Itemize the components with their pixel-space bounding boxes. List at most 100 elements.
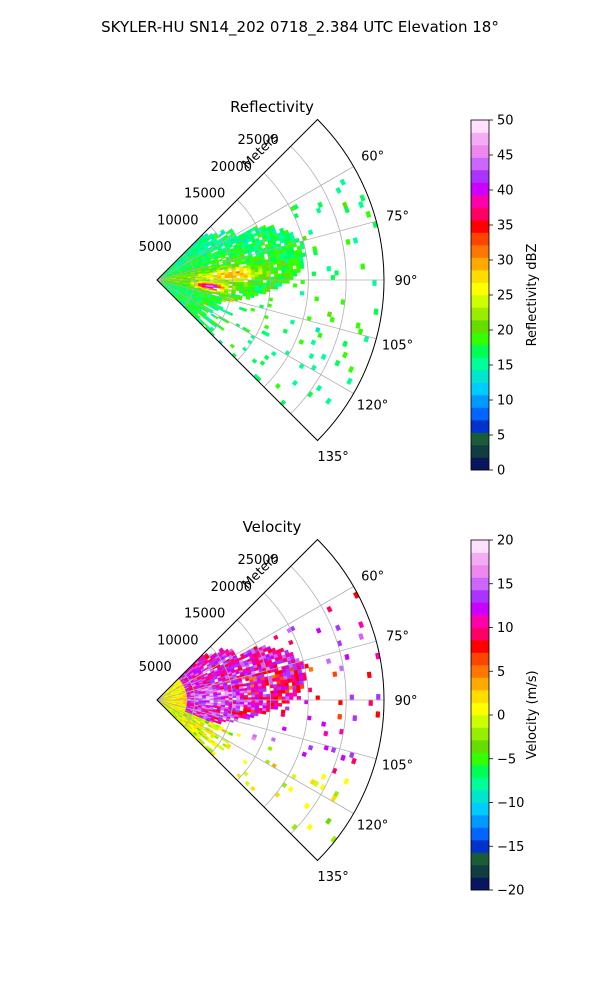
colorbar-swatch — [471, 320, 489, 333]
radar-cell — [273, 687, 278, 692]
range-tick-label: 5000 — [139, 660, 172, 675]
radar-cell — [227, 267, 233, 271]
radar-cell — [262, 696, 267, 701]
radar-cell — [281, 273, 286, 277]
radar-cell — [292, 692, 298, 697]
reflectivity-grid — [156, 118, 385, 442]
radar-cell — [311, 271, 317, 277]
colorbar-swatch — [471, 615, 489, 628]
radar-cell — [262, 268, 267, 272]
radar-cell — [299, 264, 305, 269]
colorbar-swatch — [471, 565, 489, 578]
radar-cell — [258, 271, 264, 275]
radar-cell — [255, 277, 260, 281]
radar-cell — [243, 690, 248, 694]
radar-cell — [273, 276, 279, 281]
colorbar-swatch — [471, 865, 489, 878]
radar-cell — [216, 286, 222, 289]
radar-cell — [310, 364, 317, 372]
radar-cell — [280, 712, 286, 718]
radar-cell — [320, 353, 327, 361]
radar-cell — [339, 178, 347, 186]
radar-cell — [261, 710, 267, 715]
radar-cell — [243, 274, 249, 278]
radar-cell — [277, 266, 282, 271]
radar-cell — [334, 270, 339, 276]
radar-cell — [274, 382, 281, 390]
radar-cell — [330, 275, 335, 281]
radar-cell — [220, 708, 225, 711]
radar-cell — [281, 276, 286, 281]
radar-cell — [213, 735, 219, 740]
radar-cell — [243, 771, 249, 777]
radar-cell — [295, 264, 301, 270]
radar-cell — [213, 705, 218, 709]
radar-cell — [284, 265, 290, 271]
radar-cell — [253, 712, 259, 717]
radar-cell — [209, 276, 214, 279]
radar-cell — [228, 275, 233, 279]
radar-cell — [269, 285, 275, 290]
colorbar-swatch — [471, 145, 489, 158]
radar-cell — [253, 292, 259, 297]
radar-cell — [242, 307, 248, 312]
radar-cell — [299, 260, 304, 266]
colorbar-tick-label: −5 — [497, 752, 516, 767]
radar-cell — [347, 365, 355, 374]
radar-cell — [216, 693, 222, 696]
figure-title: SKYLER-HU SN14_202 0718_2.384 UTC Elevat… — [101, 18, 499, 37]
radar-cell — [266, 705, 271, 710]
radar-cell — [251, 736, 257, 741]
radar-cell — [214, 727, 219, 732]
radar-cell — [358, 201, 365, 209]
colorbar-swatch — [471, 877, 489, 891]
colorbar-swatch — [471, 295, 489, 308]
radar-cell — [220, 696, 226, 699]
colorbar-swatch — [471, 132, 489, 146]
radar-cell — [270, 699, 275, 704]
radar-cell — [213, 285, 218, 289]
radar-cell — [273, 699, 279, 704]
radar-cell — [338, 699, 343, 706]
radar-cell — [277, 686, 282, 691]
radar-cell — [280, 686, 286, 691]
radar-cell — [261, 290, 267, 295]
radar-cell — [308, 666, 314, 672]
radar-cell — [344, 653, 350, 661]
azimuth-tick-label: 105° — [382, 758, 413, 773]
radar-cell — [298, 256, 304, 262]
radar-cell — [229, 343, 235, 349]
radar-cell — [285, 276, 290, 281]
radar-cell — [375, 711, 381, 718]
colorbar-tick-label: −20 — [497, 884, 524, 899]
radar-cell — [340, 754, 346, 762]
colorbar-tick-label: 30 — [497, 254, 514, 269]
radar-cell — [291, 773, 297, 780]
radar-cell — [266, 279, 271, 284]
radar-cell — [266, 282, 271, 287]
colorbar-swatch — [471, 170, 489, 183]
radar-cell — [276, 683, 282, 688]
radar-cell — [287, 786, 294, 793]
radar-cell — [267, 746, 273, 752]
azimuth-spoke — [156, 699, 354, 814]
radar-cell — [280, 262, 286, 268]
radar-cell — [303, 802, 311, 810]
radar-cell — [263, 324, 270, 330]
radar-cell — [270, 350, 277, 357]
colorbar-label: Reflectivity dBZ — [525, 244, 540, 347]
radar-cell — [221, 719, 227, 723]
radar-cell — [295, 257, 300, 262]
colorbar-swatch — [471, 332, 489, 346]
radar-cell — [325, 817, 332, 825]
colorbar-swatch — [471, 715, 489, 728]
colorbar-tick-label: 15 — [497, 577, 514, 592]
colorbar-swatch — [471, 395, 489, 408]
radar-cell — [214, 307, 219, 312]
colorbar-swatch — [471, 357, 489, 371]
range-tick-label: 20000 — [211, 580, 252, 595]
radar-cell — [255, 699, 260, 703]
radar-cell — [276, 263, 282, 268]
azimuth-spoke — [156, 166, 354, 281]
radar-cell — [228, 312, 234, 317]
